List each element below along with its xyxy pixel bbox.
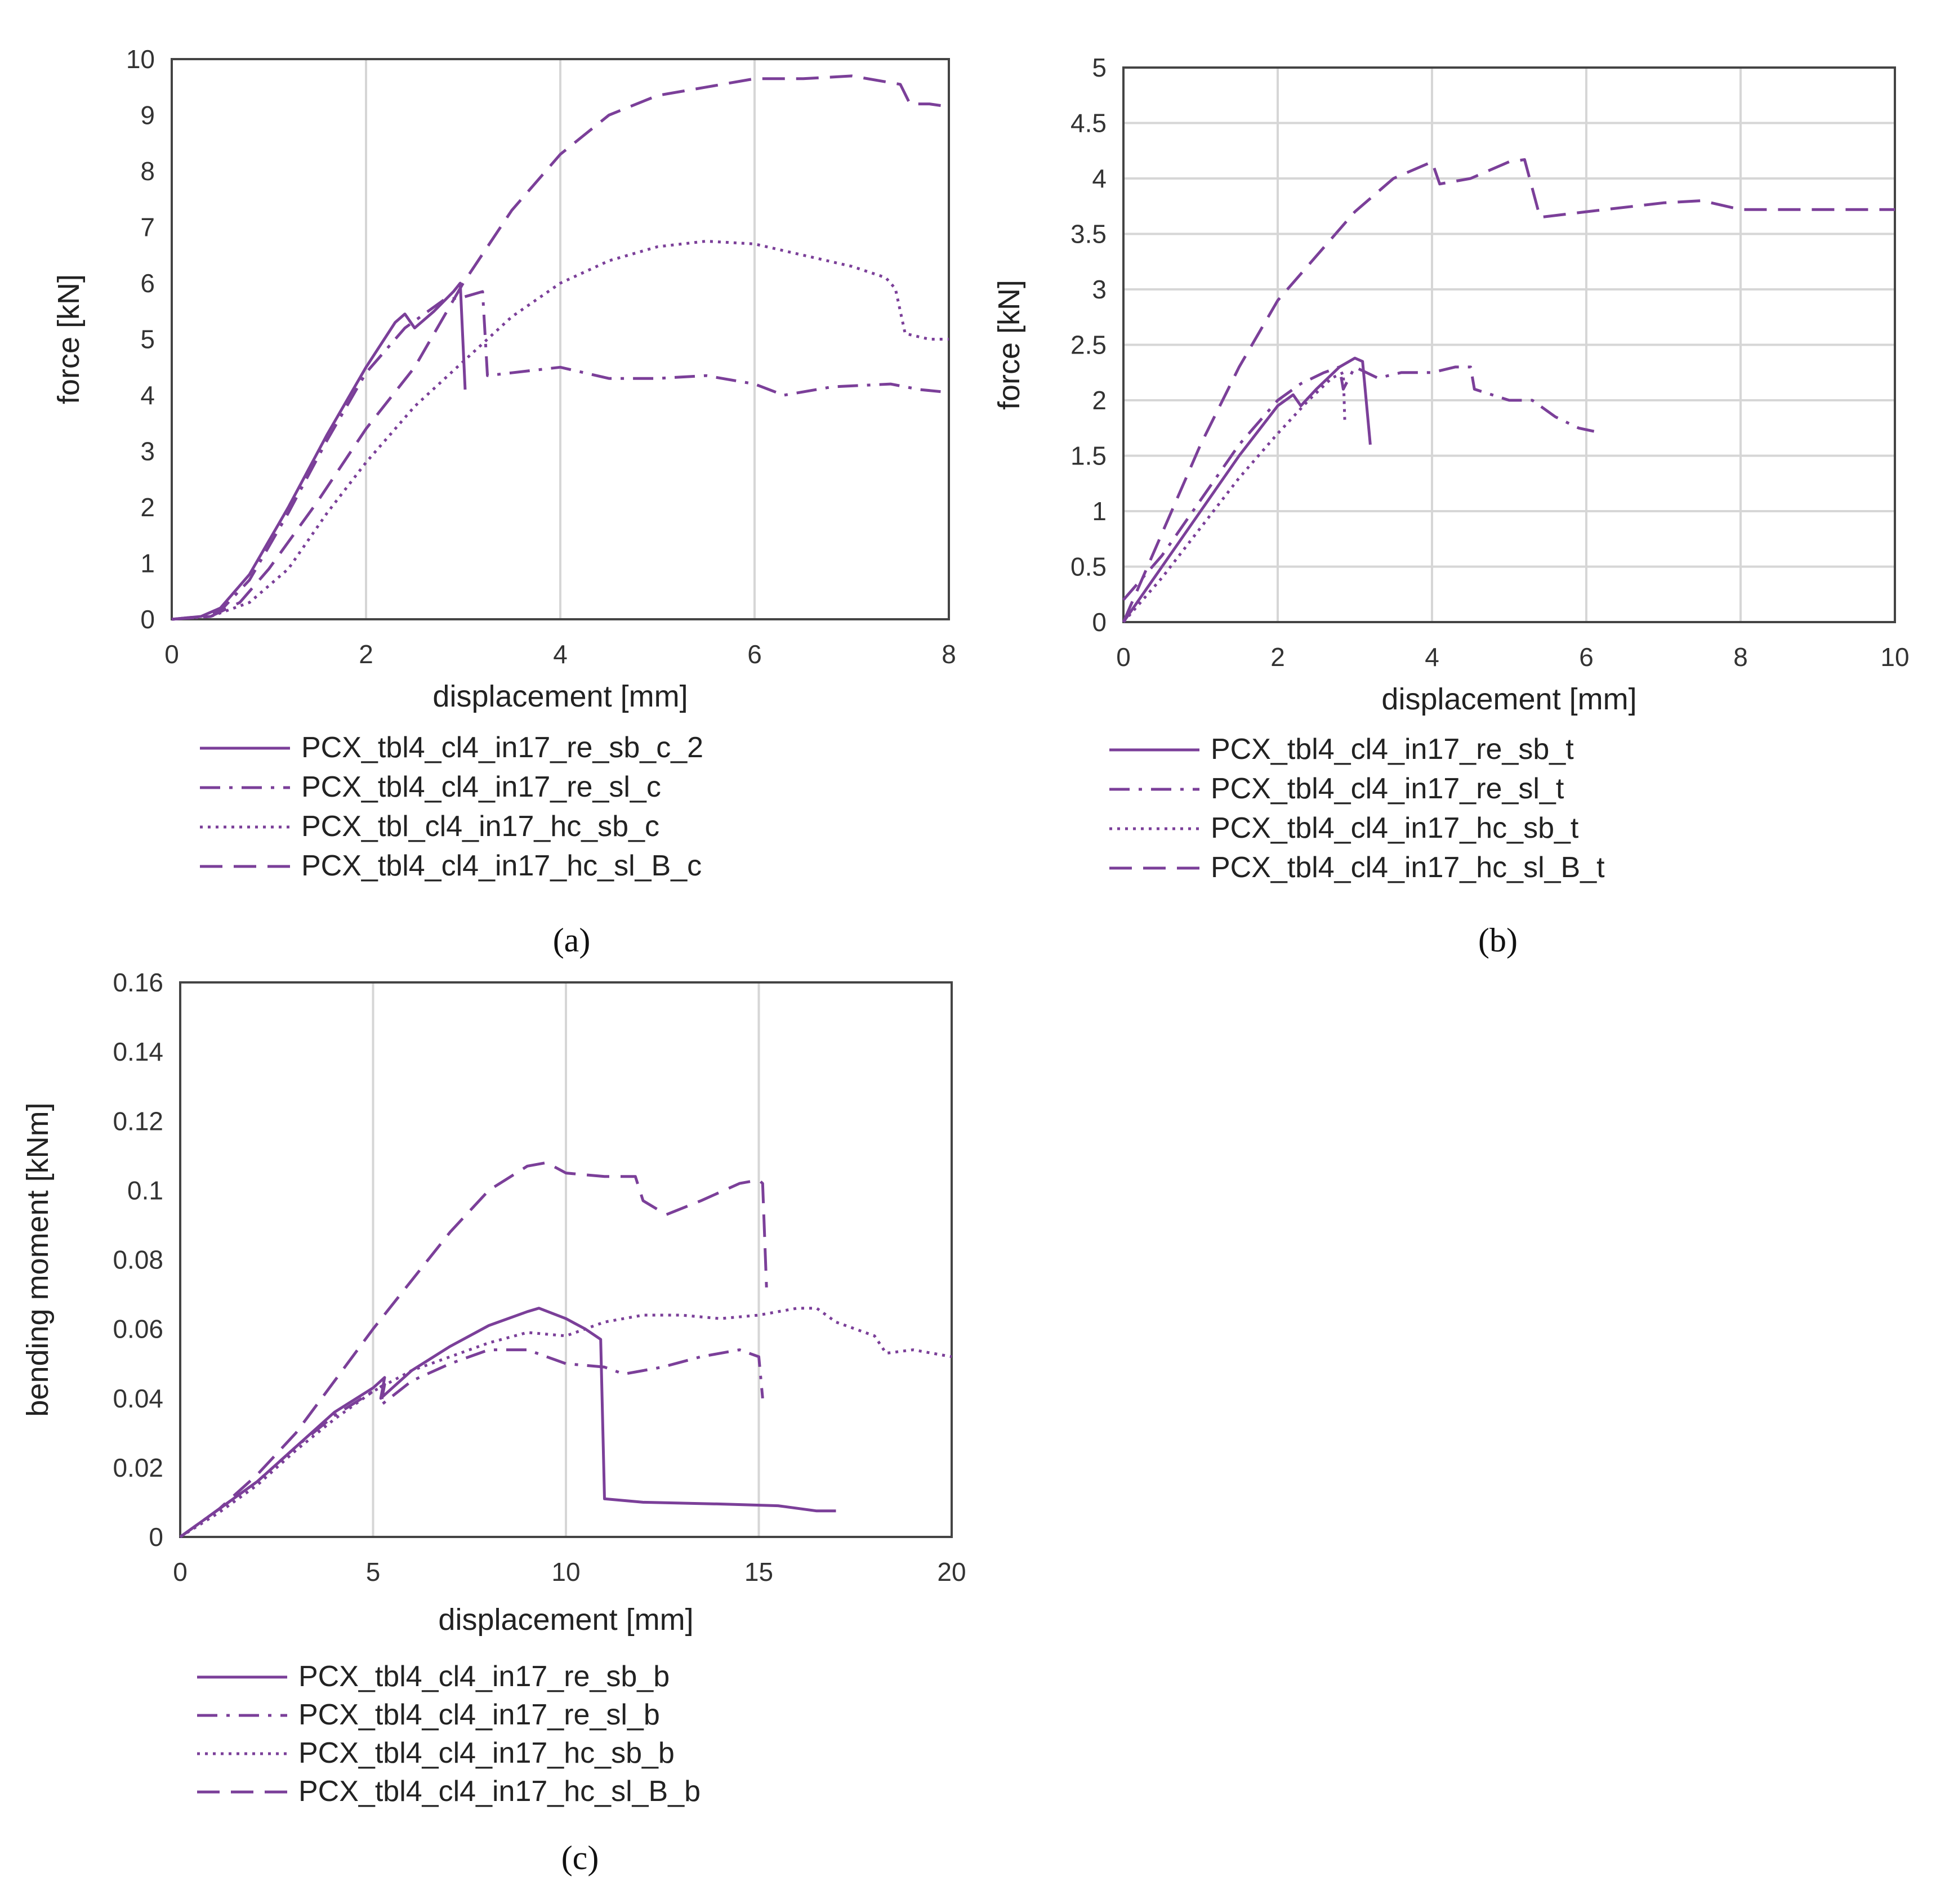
y-tick-label: 0.16 [113, 968, 163, 997]
y-tick-label: 0.08 [113, 1245, 163, 1275]
series-line-dashed [179, 1161, 768, 1539]
y-tick-label: 3 [140, 437, 155, 466]
plot-frame [179, 981, 953, 1538]
y-tick-label: 8 [140, 157, 155, 186]
y-tick-label: 0.12 [113, 1106, 163, 1136]
legend-label: PCX_tbl4_cl4_in17_re_sb_c_2 [301, 731, 703, 764]
y-axis-label: bending moment [kNm] [21, 1102, 55, 1416]
legend-label: PCX_tbl4_cl4_in17_re_sl_c [301, 771, 661, 803]
chart-a: 0 2 4 6 8 0 1 2 3 4 5 6 7 8 9 10 displacement [mm] force … [52, 44, 956, 959]
legend-label: PCX_tbl4_cl4_in17_re_sl_b [298, 1699, 660, 1731]
y-tick-label: 0.04 [113, 1384, 163, 1413]
y-tick-label: 9 [140, 101, 155, 130]
x-tick-label: 2 [1270, 642, 1285, 672]
series-line-dashdot [179, 1348, 764, 1539]
x-tick-label: 10 [551, 1557, 580, 1586]
legend-label: PCX_tbl4_cl4_in17_re_sb_b [298, 1660, 670, 1693]
x-tick-label: 15 [744, 1557, 773, 1586]
x-tick-label: 4 [1425, 642, 1439, 672]
plot-frame [1122, 66, 1896, 623]
x-tick-label: 10 [1880, 642, 1909, 672]
y-tick-label: 4 [140, 381, 155, 410]
x-axis-label: displacement [mm] [438, 1603, 693, 1637]
x-tick-label: 5 [366, 1557, 381, 1586]
y-tick-label: 1 [140, 549, 155, 578]
y-tick-label: 5 [140, 325, 155, 354]
legend-label: PCX_tbl4_cl4_in17_hc_sb_b [298, 1737, 675, 1769]
legend-label: PCX_tbl4_cl4_in17_hc_sb_t [1211, 812, 1579, 844]
figure-caption: (a) [553, 922, 591, 959]
x-tick-label: 0 [1116, 642, 1131, 672]
legend-label: PCX_tbl4_cl4_in17_re_sb_t [1211, 733, 1574, 766]
chart-b: 0 2 4 6 8 10 0 0.5 1 1.5 2 2.5 3 3.5 4 4.5 5 displacement… [992, 53, 1910, 959]
x-tick-label: 0 [173, 1557, 188, 1586]
legend-label: PCX_tbl4_cl4_in17_hc_sl_B_c [301, 850, 702, 882]
y-tick-label: 0 [149, 1522, 163, 1552]
y-tick-label: 0 [1092, 607, 1107, 637]
y-tick-label: 4 [1092, 164, 1107, 193]
y-tick-label: 5 [1092, 53, 1107, 82]
y-tick-label: 4.5 [1070, 109, 1107, 138]
x-axis-label: displacement [mm] [1381, 682, 1636, 716]
y-tick-label: 6 [140, 269, 155, 298]
series-line-solid [171, 281, 467, 621]
x-tick-label: 20 [937, 1557, 966, 1586]
x-axis-label: displacement [mm] [432, 680, 688, 713]
legend-label: PCX_tbl4_cl4_in17_hc_sl_B_b [298, 1775, 701, 1808]
series-line-dashed [171, 74, 949, 621]
y-tick-label: 0.02 [113, 1453, 163, 1482]
y-tick-label: 1 [1092, 497, 1107, 526]
x-tick-label: 2 [359, 640, 373, 669]
y-tick-label: 0.06 [113, 1315, 163, 1344]
x-tick-label: 8 [942, 640, 956, 669]
y-tick-label: 3.5 [1070, 220, 1107, 249]
y-tick-label: 0.5 [1070, 552, 1107, 582]
series-line-dashdot [1122, 365, 1595, 601]
y-tick-label: 10 [126, 44, 155, 74]
y-axis-label: force [kN] [52, 274, 86, 404]
y-tick-label: 0 [140, 605, 155, 634]
legend-label: PCX_tbl4_cl4_in17_re_sl_t [1211, 772, 1564, 805]
x-tick-label: 0 [164, 640, 179, 669]
chart-c: 0 5 10 15 20 0 0.02 0.04 0.06 0.08 0.1 0.12 0.14 0.16… [21, 968, 966, 1876]
series-line-dotted [1122, 371, 1346, 623]
x-tick-label: 4 [553, 640, 568, 669]
y-tick-label: 1.5 [1070, 441, 1107, 471]
y-tick-label: 0.14 [113, 1037, 163, 1066]
figure-caption: (b) [1478, 922, 1518, 959]
y-axis-label: force [kN] [992, 280, 1026, 410]
y-tick-label: 7 [140, 213, 155, 242]
series-line-dashed [1122, 158, 1895, 623]
series-line-solid [1122, 356, 1372, 623]
y-tick-label: 0.1 [127, 1176, 163, 1205]
y-tick-label: 3 [1092, 275, 1107, 304]
x-tick-label: 8 [1733, 642, 1748, 672]
x-tick-label: 6 [747, 640, 762, 669]
series-line-dotted [171, 239, 949, 621]
series-line-dashdot [171, 290, 949, 621]
x-tick-label: 6 [1579, 642, 1594, 672]
y-tick-label: 2 [1092, 386, 1107, 415]
y-tick-label: 2 [140, 493, 155, 522]
legend-label: PCX_tbl4_cl4_in17_hc_sl_B_t [1211, 851, 1605, 884]
y-tick-label: 2.5 [1070, 330, 1107, 360]
legend-label: PCX_tbl_cl4_in17_hc_sb_c [301, 810, 659, 843]
figure-caption: (c) [561, 1839, 599, 1876]
